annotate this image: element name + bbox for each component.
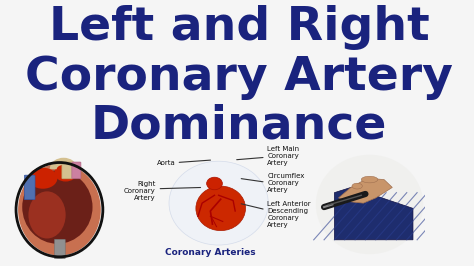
Ellipse shape bbox=[28, 168, 57, 189]
Ellipse shape bbox=[18, 164, 101, 256]
Polygon shape bbox=[334, 188, 413, 240]
Text: Left and Right: Left and Right bbox=[49, 5, 430, 50]
Ellipse shape bbox=[28, 191, 65, 239]
Ellipse shape bbox=[196, 186, 246, 231]
Text: Right
Coronary
Artery: Right Coronary Artery bbox=[124, 181, 156, 201]
Text: Left Main
Coronary
Artery: Left Main Coronary Artery bbox=[267, 146, 300, 166]
Text: Aorta: Aorta bbox=[156, 160, 175, 165]
Ellipse shape bbox=[207, 177, 222, 190]
FancyBboxPatch shape bbox=[24, 175, 35, 200]
FancyBboxPatch shape bbox=[72, 162, 81, 179]
Ellipse shape bbox=[352, 183, 362, 189]
Text: Left Anterior
Descending
Coronary
Artery: Left Anterior Descending Coronary Artery bbox=[267, 201, 311, 228]
Ellipse shape bbox=[22, 171, 92, 244]
Text: Circumflex
Coronary
Artery: Circumflex Coronary Artery bbox=[267, 173, 305, 193]
Ellipse shape bbox=[316, 155, 423, 254]
Polygon shape bbox=[338, 178, 392, 203]
Text: Coronary Artery: Coronary Artery bbox=[26, 55, 453, 100]
Ellipse shape bbox=[55, 164, 77, 181]
FancyBboxPatch shape bbox=[55, 239, 65, 259]
FancyBboxPatch shape bbox=[62, 162, 73, 179]
Ellipse shape bbox=[361, 176, 378, 183]
Text: Dominance: Dominance bbox=[91, 103, 387, 148]
Ellipse shape bbox=[169, 161, 268, 245]
Text: Coronary Arteries: Coronary Arteries bbox=[165, 248, 255, 257]
